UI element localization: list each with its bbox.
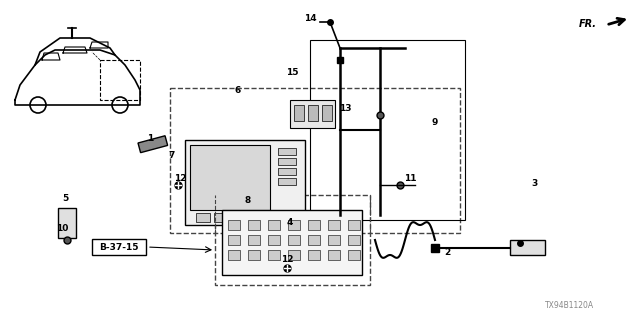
FancyBboxPatch shape (92, 239, 146, 255)
Bar (138, 136, 168, 153)
Bar (510, 240, 545, 255)
Bar (100, 60, 140, 100)
Bar (228, 250, 240, 260)
Bar (268, 213, 282, 222)
Text: B-37-15: B-37-15 (99, 243, 139, 252)
Text: 15: 15 (285, 68, 298, 76)
Bar (348, 235, 360, 245)
Bar (215, 195, 370, 285)
Bar (248, 220, 260, 230)
Bar (278, 178, 296, 185)
Bar (294, 105, 304, 121)
Bar (308, 235, 320, 245)
Text: FR.: FR. (579, 19, 597, 29)
Bar (214, 213, 228, 222)
Bar (222, 210, 362, 275)
Bar (308, 220, 320, 230)
Bar (308, 250, 320, 260)
Bar (348, 220, 360, 230)
Bar (250, 213, 264, 222)
Text: 3: 3 (532, 179, 538, 188)
Text: 8: 8 (245, 196, 251, 204)
Text: 12: 12 (281, 255, 293, 265)
Bar (288, 235, 300, 245)
Text: 4: 4 (287, 218, 293, 227)
Text: 12: 12 (173, 173, 186, 182)
Text: 1: 1 (147, 133, 153, 142)
Bar (228, 235, 240, 245)
Bar (248, 250, 260, 260)
Bar (288, 220, 300, 230)
Bar (268, 220, 280, 230)
Text: 11: 11 (404, 173, 416, 182)
Text: 9: 9 (432, 117, 438, 126)
Bar (308, 105, 318, 121)
Bar (185, 140, 305, 225)
Bar (232, 213, 246, 222)
Bar (278, 148, 296, 155)
Bar (58, 208, 76, 238)
Bar (196, 213, 210, 222)
Bar (322, 105, 332, 121)
Bar (328, 250, 340, 260)
Text: 7: 7 (169, 150, 175, 159)
Bar (248, 235, 260, 245)
Bar (328, 235, 340, 245)
Text: 5: 5 (62, 194, 68, 203)
Bar (288, 250, 300, 260)
Bar (278, 168, 296, 175)
Text: 14: 14 (304, 13, 316, 22)
Text: 10: 10 (56, 223, 68, 233)
Bar (290, 100, 335, 128)
Text: 6: 6 (235, 85, 241, 94)
Bar (190, 145, 270, 210)
Bar (348, 250, 360, 260)
Text: 2: 2 (444, 247, 450, 257)
Bar (278, 158, 296, 165)
Text: 13: 13 (339, 103, 351, 113)
Bar (268, 235, 280, 245)
Bar (228, 220, 240, 230)
Text: TX94B1120A: TX94B1120A (545, 300, 595, 309)
Bar (268, 250, 280, 260)
Bar (328, 220, 340, 230)
Bar (310, 40, 465, 220)
Bar (170, 88, 460, 233)
